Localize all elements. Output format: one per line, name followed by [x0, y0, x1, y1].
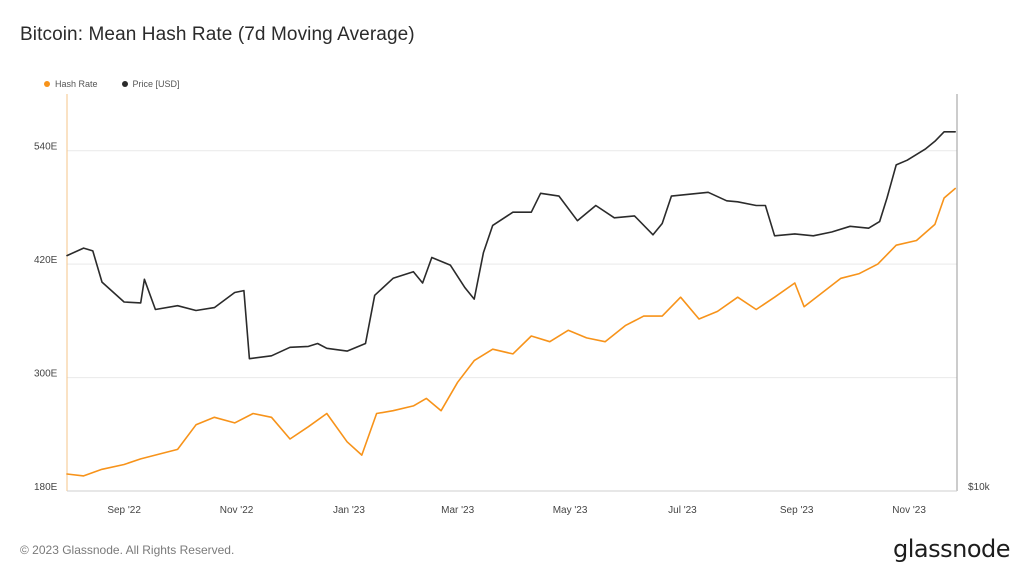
x-tick-label: Nov '23 [892, 505, 926, 516]
y-tick-label: 300E [34, 369, 58, 380]
legend-dot-hash-rate-icon [44, 81, 50, 87]
chart-axes [66, 94, 958, 492]
glassnode-logo: glassnode [893, 535, 1011, 563]
y-tick-label: 540E [34, 142, 58, 153]
chart-series [66, 131, 956, 477]
x-tick-label: Jan '23 [333, 505, 365, 516]
legend-label-price: Price [USD] [132, 79, 180, 89]
x-tick-label: May '23 [553, 505, 588, 516]
y-tick-label: 180E [34, 482, 58, 493]
legend-item-price[interactable]: Price [USD] [121, 79, 180, 89]
chart-grid [67, 150, 957, 379]
y-tick-label: 420E [34, 255, 58, 266]
legend-dot-price-icon [121, 81, 128, 87]
hash-rate-series-line [66, 187, 956, 477]
x-tick-label: Mar '23 [441, 505, 474, 516]
price-series-line [66, 131, 956, 360]
legend-item-hash-rate[interactable]: Hash Rate [44, 79, 98, 89]
copyright-text: © 2023 Glassnode. All Rights Reserved. [20, 543, 235, 557]
x-tick-label: Sep '23 [780, 505, 814, 516]
x-tick-label: Jul '23 [668, 505, 697, 516]
chart-ticks: 180E 300E 420E 540E $10k Sep '22 Nov '22 Jan '2… [34, 142, 991, 516]
y-right-tick-label: $10k [968, 482, 991, 493]
x-tick-label: Nov '22 [220, 505, 254, 516]
x-tick-label: Sep '22 [107, 505, 141, 516]
legend-label-hash-rate: Hash Rate [55, 79, 98, 89]
chart-legend: Hash Rate Price [USD] [44, 79, 204, 89]
chart-title: Bitcoin: Mean Hash Rate (7d Moving Avera… [20, 24, 415, 45]
